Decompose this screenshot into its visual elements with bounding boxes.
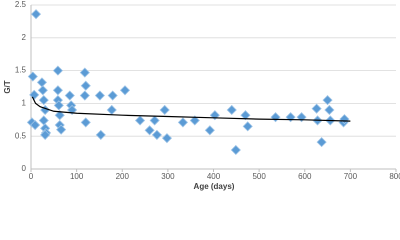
chart: Age (days) G/T 0 0.5 1 1.5 2 2.5 0 100 200 300 400… (3, 0, 400, 191)
y-tick-label: 0.5 (15, 131, 27, 140)
data-point (119, 85, 131, 96)
data-point (79, 67, 90, 78)
data-point (149, 115, 160, 126)
y-tick-label: 1 (22, 99, 27, 108)
data-point (324, 104, 335, 116)
data-point (107, 90, 118, 101)
data-point (37, 85, 48, 96)
data-point (79, 90, 90, 101)
data-point (144, 125, 155, 136)
data-point (159, 104, 170, 116)
x-tick-label: 500 (252, 172, 266, 181)
data-point (106, 104, 117, 116)
x-tick-label: 0 (29, 172, 34, 181)
data-point (204, 125, 215, 136)
data-point (56, 124, 67, 135)
data-point (316, 137, 327, 148)
data-point (36, 77, 48, 88)
x-axis-title: Age (days) (194, 182, 235, 191)
x-tick-label: 200 (116, 172, 130, 181)
y-tick-label: 0 (22, 164, 27, 173)
y-tick-label: 2 (22, 33, 27, 42)
data-point (80, 117, 91, 128)
data-point (40, 129, 51, 140)
data-point (285, 112, 296, 123)
data-point (240, 110, 251, 121)
data-point (30, 119, 41, 131)
data-point (230, 144, 241, 156)
data-point (322, 95, 333, 106)
x-tick-label: 600 (298, 172, 312, 181)
data-point (95, 129, 106, 140)
data-point (54, 110, 65, 121)
data-point (270, 112, 281, 123)
y-tick-label: 2.5 (15, 0, 27, 9)
page: {"chart_data": {"type": "scatter", "x_la… (3, 0, 400, 192)
data-point (27, 71, 38, 82)
data-point (38, 115, 49, 126)
data-point (161, 133, 173, 144)
data-point (64, 90, 75, 101)
trendline (31, 96, 351, 122)
data-point (226, 104, 237, 116)
x-tick-label: 100 (70, 172, 84, 181)
data-point (242, 121, 253, 132)
y-axis-title: G/T (3, 80, 12, 93)
x-tick-label: 300 (161, 172, 175, 181)
data-point (80, 80, 91, 91)
data-point (189, 115, 200, 126)
x-tick-label: 400 (207, 172, 221, 181)
x-tick-label: 700 (344, 172, 358, 181)
data-point (177, 117, 188, 128)
x-tick-label: 800 (389, 172, 400, 181)
data-point (151, 129, 162, 140)
data-point (134, 115, 146, 126)
data-point (53, 100, 64, 111)
data-point (311, 103, 322, 114)
data-point (94, 90, 105, 101)
data-point (30, 9, 42, 20)
data-point (38, 95, 49, 106)
y-tick-label: 1.5 (15, 66, 27, 75)
data-point (52, 65, 63, 76)
data-point (52, 85, 63, 96)
